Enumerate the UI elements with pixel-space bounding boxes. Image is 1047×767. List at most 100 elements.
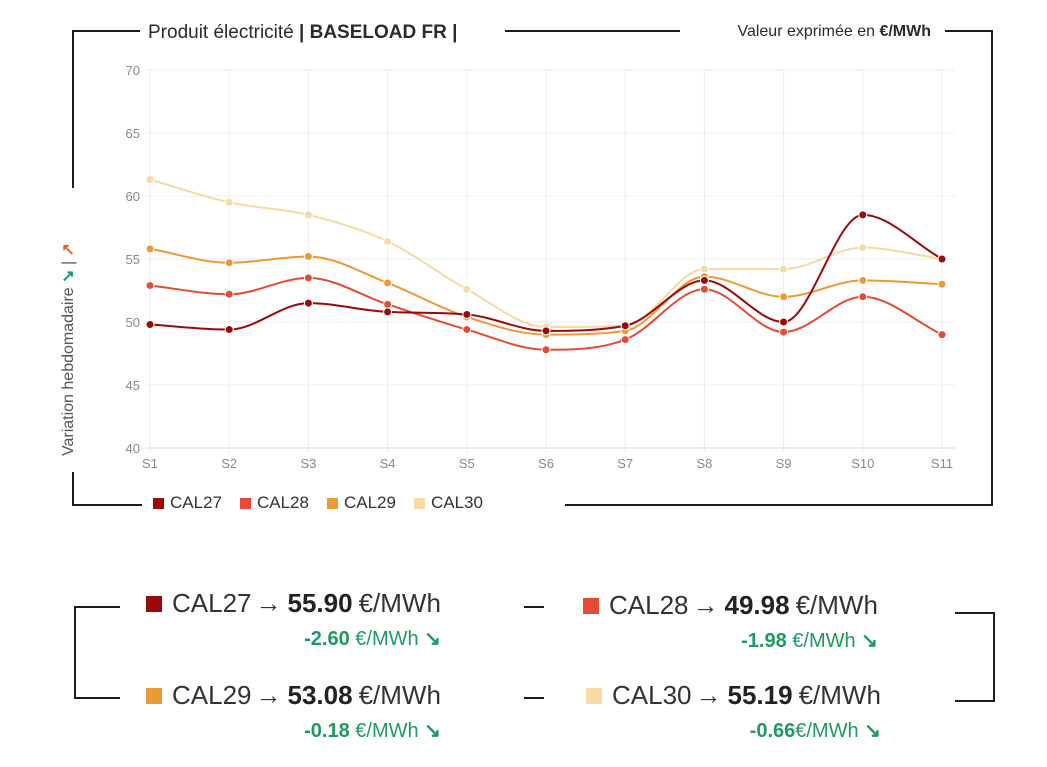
legend-item-cal27[interactable]: CAL27 xyxy=(153,493,222,513)
summary-dash-2 xyxy=(524,697,544,699)
data-point-cal27 xyxy=(224,325,234,335)
color-square-icon xyxy=(583,597,599,614)
arrow-right-icon: → xyxy=(255,588,282,618)
legend-item-cal29[interactable]: CAL29 xyxy=(326,493,396,513)
change-cal28: -1.98 €/MWh ↘ xyxy=(741,630,878,652)
frame-top-left xyxy=(72,30,142,32)
x-tick-label: S3 xyxy=(300,456,316,471)
line-chart: 40 45 50 55 60 65 70 S1 S2 S3 S4 S5 S6 S7 S8 S9 S10 S11 xyxy=(126,63,955,471)
x-tick-label: S11 xyxy=(931,456,953,471)
data-point-cal30 xyxy=(383,236,393,246)
data-point-cal27 xyxy=(303,298,313,308)
data-point-cal28 xyxy=(303,273,313,283)
x-tick-label: S10 xyxy=(851,456,874,471)
summary-bracket-left xyxy=(74,606,76,699)
data-point-cal29 xyxy=(937,279,947,289)
frame-left-upper xyxy=(72,30,74,188)
data-point-cal27 xyxy=(145,320,155,330)
data-point-cal28 xyxy=(779,327,789,337)
frame-right xyxy=(991,30,993,506)
y-tick-label: 60 xyxy=(126,189,140,204)
data-point-cal28 xyxy=(383,299,393,309)
summary-bracket-right xyxy=(993,612,995,702)
data-point-cal30 xyxy=(699,264,709,274)
trend-down-icon: ↘ xyxy=(424,628,441,650)
summary-cal28: CAL28 → 49.98 €/MWh -1.98 €/MWh ↘ xyxy=(583,590,878,652)
x-tick-label: S1 xyxy=(142,456,158,471)
data-point-cal27 xyxy=(779,317,789,327)
data-point-cal28 xyxy=(224,289,234,299)
data-point-cal30 xyxy=(779,264,789,274)
frame-bottom-left xyxy=(72,504,142,506)
trend-down-icon: ↘ xyxy=(424,720,441,742)
change-cal30: -0.66€/MWh ↘ xyxy=(749,720,881,742)
data-point-cal27 xyxy=(462,309,472,319)
unit-label: Valeur exprimée en €/MWh xyxy=(729,23,939,41)
data-point-cal29 xyxy=(858,275,868,285)
x-axis-ticks: S1 S2 S3 S4 S5 S6 S7 S8 S9 S10 S11 xyxy=(142,456,953,471)
x-tick-label: S4 xyxy=(380,456,396,471)
data-point-cal29 xyxy=(224,258,234,268)
data-point-cal27 xyxy=(383,307,393,317)
change-cal29: -0.18 €/MWh ↘ xyxy=(304,720,441,742)
frame-top-mid xyxy=(505,30,680,32)
color-square-icon xyxy=(146,687,162,704)
data-point-cal29 xyxy=(383,278,393,288)
legend-swatch xyxy=(413,497,425,509)
y-axis-ticks: 40 45 50 55 60 65 70 xyxy=(126,63,140,456)
color-square-icon xyxy=(146,595,162,612)
data-point-cal28 xyxy=(145,280,155,290)
data-point-cal28 xyxy=(699,284,709,294)
change-cal27: -2.60 €/MWh ↘ xyxy=(304,628,441,650)
color-square-icon xyxy=(586,687,602,704)
arrow-right-icon: → xyxy=(255,680,282,710)
data-point-cal28 xyxy=(620,335,630,345)
legend-item-cal28[interactable]: CAL28 xyxy=(239,493,309,513)
arrow-right-icon: → xyxy=(692,590,719,620)
chart-title: Produit électricité | BASELOAD FR | xyxy=(140,22,466,44)
data-point-cal29 xyxy=(303,251,313,261)
y-tick-label: 45 xyxy=(126,378,140,393)
summary-bracket-bottom xyxy=(74,697,120,699)
x-tick-label: S6 xyxy=(538,456,554,471)
data-point-cal30 xyxy=(858,243,868,253)
data-point-cal27 xyxy=(620,321,630,331)
series-line-cal27 xyxy=(149,213,943,332)
y-tick-label: 65 xyxy=(126,126,140,141)
trend-down-icon: ↘ xyxy=(861,630,878,652)
x-tick-label: S7 xyxy=(617,456,633,471)
legend-swatch xyxy=(239,497,251,509)
y-tick-label: 50 xyxy=(126,315,140,330)
data-point-cal28 xyxy=(462,325,472,335)
summary-bracket-top xyxy=(74,606,120,608)
legend-swatch xyxy=(326,497,338,509)
x-tick-label: S5 xyxy=(459,456,475,471)
y-tick-label: 70 xyxy=(126,63,140,78)
frame-top-right xyxy=(945,30,993,32)
data-point-cal27 xyxy=(699,275,709,285)
y-tick-label: 55 xyxy=(126,252,140,267)
data-point-cal30 xyxy=(303,210,313,220)
x-tick-label: S8 xyxy=(696,456,712,471)
summary-cal29: CAL29 → 53.08 €/MWh -0.18 €/MWh ↘ xyxy=(146,680,441,742)
chart-series xyxy=(145,175,947,355)
data-point-cal27 xyxy=(541,326,551,336)
data-point-cal28 xyxy=(541,345,551,355)
data-point-cal27 xyxy=(937,254,947,264)
summary-dash-1 xyxy=(524,606,544,608)
data-point-cal30 xyxy=(224,197,234,207)
summary-bracket-right-top xyxy=(955,612,995,614)
legend-item-cal30[interactable]: CAL30 xyxy=(413,493,483,513)
data-point-cal29 xyxy=(145,244,155,254)
data-point-cal28 xyxy=(858,292,868,302)
frame-bottom-right xyxy=(565,504,993,506)
arrow-right-icon: → xyxy=(695,680,722,710)
chart-grid xyxy=(146,69,955,452)
trend-down-icon: ↘ xyxy=(864,720,881,742)
summary-cal27: CAL27 → 55.90 €/MWh -2.60 €/MWh ↘ xyxy=(146,588,441,650)
data-point-cal27 xyxy=(858,210,868,220)
x-tick-label: S2 xyxy=(221,456,237,471)
chart-legend: CAL27 CAL28 CAL29 CAL30 xyxy=(145,493,491,513)
data-point-cal29 xyxy=(779,292,789,302)
summary-bracket-right-bottom xyxy=(955,700,995,702)
